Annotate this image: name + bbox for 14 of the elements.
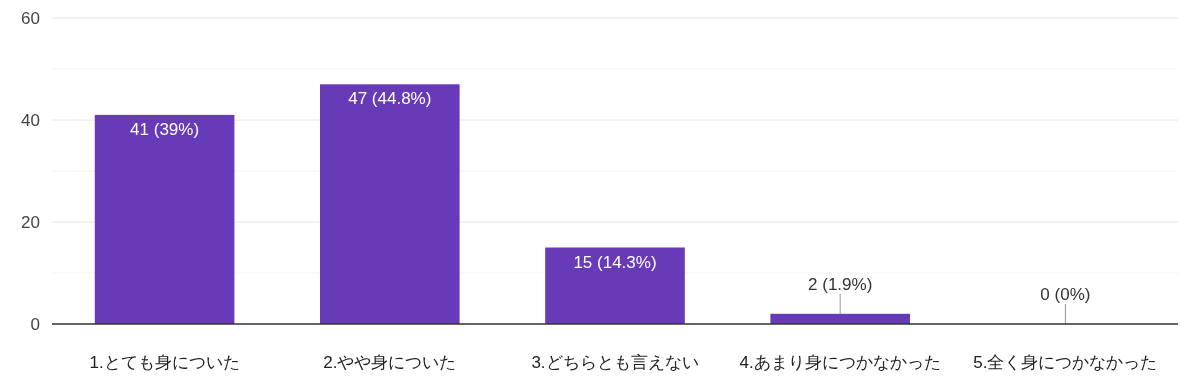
data-label: 2 (1.9%) xyxy=(808,274,873,294)
data-label: 41 (39%) xyxy=(130,119,200,139)
y-tick-label: 0 xyxy=(30,315,40,334)
data-label: 0 (0%) xyxy=(1040,285,1091,304)
x-tick-label: 2.やや身についた xyxy=(323,353,457,372)
x-tick-label: 5.全く身につかなかった xyxy=(973,353,1158,372)
y-tick-label: 60 xyxy=(21,9,40,28)
data-label: 15 (14.3%) xyxy=(573,252,657,272)
x-tick-label: 4.あまり身につかなかった xyxy=(739,353,941,372)
y-tick-label: 40 xyxy=(21,111,40,130)
x-tick-label: 3.どちらとも言えない xyxy=(531,353,699,372)
y-tick-label: 20 xyxy=(21,213,40,232)
x-tick-label: 1.とても身についた xyxy=(89,353,240,372)
data-label: 47 (44.8%) xyxy=(348,89,432,109)
